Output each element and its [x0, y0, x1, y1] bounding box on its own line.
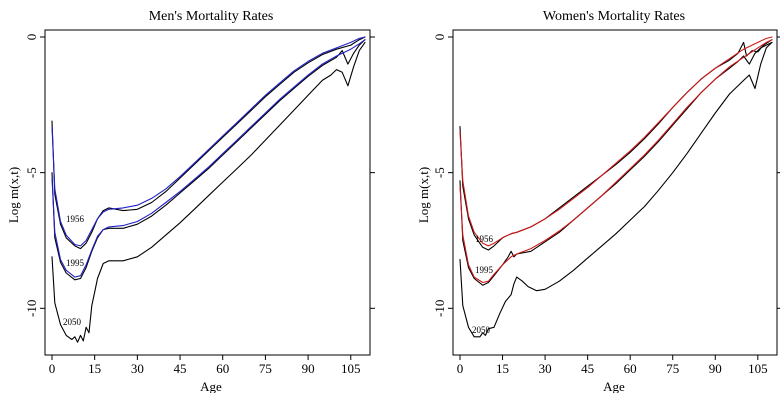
women-xlabel: Age	[603, 379, 625, 393]
men-year-label-2050: 2050	[63, 317, 82, 327]
women-y-tick-label: -5	[432, 167, 447, 178]
women-x-tick-label: 0	[457, 361, 464, 376]
women-mortality-panel: Women's Mortality Rates Log m(x,t) Age 0…	[416, 9, 780, 393]
men-series-2050-observed	[51, 41, 366, 343]
men-x-tick-label: 45	[174, 361, 187, 376]
men-x-tick-label: 90	[302, 361, 315, 376]
men-x-tick-label: 0	[49, 361, 56, 376]
men-x-tick-label: 105	[341, 361, 361, 376]
men-year-label-1995: 1995	[66, 258, 85, 268]
women-year-label-1995: 1995	[475, 265, 494, 275]
men-y-tick-label: -10	[24, 300, 39, 317]
women-x-tick-label: 45	[581, 361, 594, 376]
men-year-label-1956: 1956	[66, 214, 85, 224]
women-plot-frame	[452, 29, 778, 356]
men-series-1956-fitted	[51, 36, 366, 247]
women-x-tick-label: 60	[624, 361, 637, 376]
men-x-tick-label: 75	[259, 361, 272, 376]
men-chart-title: Men's Mortality Rates	[149, 9, 274, 24]
women-series-1956-fitted	[459, 36, 773, 247]
men-series-1995-fitted	[51, 39, 366, 278]
women-x-tick-label: 75	[666, 361, 679, 376]
men-x-tick-label: 60	[216, 361, 229, 376]
men-y-tick-label: -5	[24, 167, 39, 178]
men-series-1995-observed	[51, 39, 366, 281]
men-x-tick-label: 30	[131, 361, 144, 376]
men-xlabel: Age	[200, 379, 222, 393]
women-x-tick-label: 30	[539, 361, 552, 376]
men-mortality-panel: Men's Mortality Rates Log m(x,t) Age 0 15…	[6, 9, 375, 393]
women-y-tick-label: -10	[432, 300, 447, 317]
women-year-label-2050: 2050	[472, 325, 491, 335]
women-ylabel: Log m(x,t)	[416, 167, 431, 223]
women-chart-title: Women's Mortality Rates	[543, 9, 685, 24]
men-series-1956-observed	[51, 36, 366, 250]
men-x-tick-label: 15	[88, 361, 101, 376]
women-y-tick-label: 0	[432, 34, 447, 41]
women-x-tick-label: 105	[748, 361, 768, 376]
men-ylabel: Log m(x,t)	[6, 167, 21, 223]
women-x-tick-label: 15	[496, 361, 509, 376]
men-plot-frame	[44, 29, 371, 356]
women-series-1995-fitted	[459, 39, 773, 284]
women-x-tick-label: 90	[709, 361, 722, 376]
women-series-2050-observed	[459, 41, 773, 338]
women-year-label-1956: 1956	[475, 234, 494, 244]
men-y-tick-label: 0	[24, 34, 39, 41]
